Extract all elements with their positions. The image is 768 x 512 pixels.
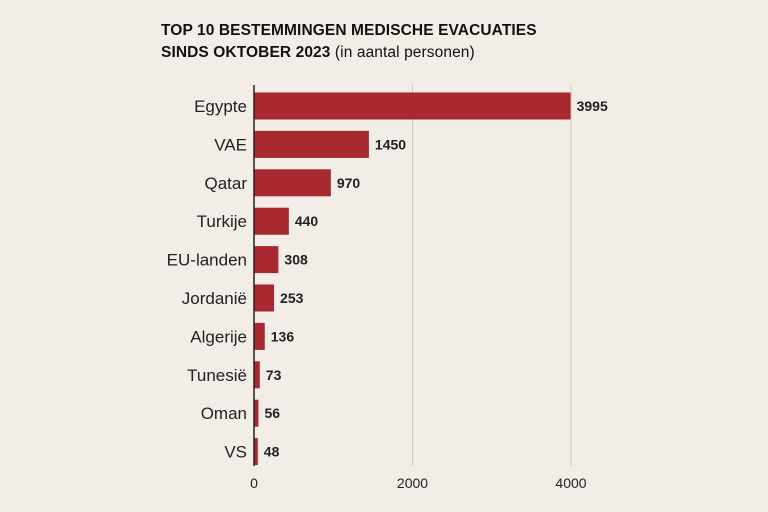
value-label: 253 [280, 290, 304, 306]
bar-Algerije [254, 322, 265, 350]
chart-title-unit: (in aantal personen) [334, 44, 475, 61]
value-label: 73 [266, 367, 282, 383]
bar-Tunesië [254, 361, 260, 389]
category-label: Jordanië [182, 289, 247, 308]
bar-VAE [254, 130, 369, 158]
chart-title-line-2: SINDS OKTOBER 2023 (in aantal personen) [161, 44, 475, 62]
value-label: 308 [284, 252, 308, 268]
category-label: Turkije [197, 212, 247, 231]
bar-Oman [254, 399, 259, 427]
chart-title-sub: SINDS OKTOBER 2023 [161, 44, 331, 61]
bar-EU-landen [254, 246, 279, 274]
value-label: 970 [337, 175, 361, 191]
category-label: VS [224, 443, 247, 462]
category-label: Algerije [190, 327, 247, 346]
category-label: Oman [201, 404, 247, 423]
category-label: Tunesië [187, 366, 247, 385]
value-label: 136 [271, 328, 295, 344]
value-label: 3995 [577, 98, 608, 114]
category-label: Egypte [194, 97, 247, 116]
x-tick-label: 4000 [555, 475, 586, 491]
category-label: VAE [214, 135, 247, 154]
x-tick-label: 0 [250, 475, 258, 491]
bar-Qatar [254, 169, 331, 197]
category-label: EU-landen [167, 251, 247, 270]
value-label: 48 [264, 444, 280, 460]
chart-title-main: TOP 10 BESTEMMINGEN MEDISCHE EVACUATIES [161, 22, 537, 39]
bar-VS [254, 438, 258, 466]
bar-Turkije [254, 207, 289, 235]
category-label: Qatar [204, 174, 247, 193]
bar-Egypte [254, 92, 571, 120]
chart-title-line-1: TOP 10 BESTEMMINGEN MEDISCHE EVACUATIES [161, 22, 537, 40]
value-label: 440 [295, 213, 319, 229]
x-tick-label: 2000 [397, 475, 428, 491]
value-label: 1450 [375, 136, 406, 152]
value-label: 56 [264, 405, 280, 421]
bar-Jordanië [254, 284, 275, 312]
